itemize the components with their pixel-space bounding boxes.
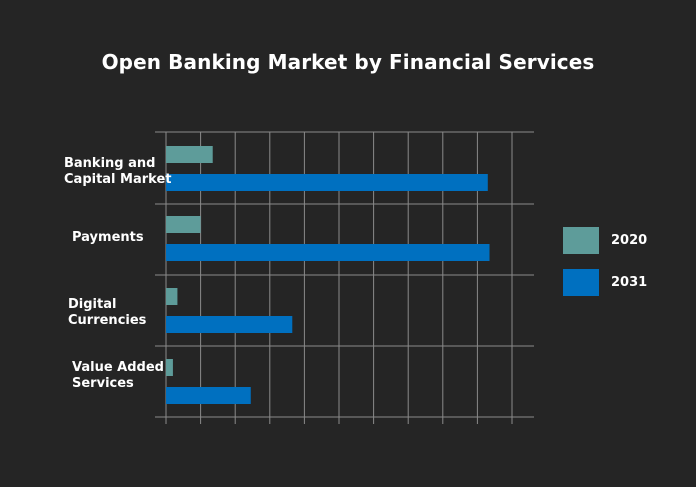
- category-label-value-added: Value Added Services: [72, 360, 164, 391]
- bar-2031-0: [166, 174, 488, 191]
- bar-2020-0: [166, 146, 213, 163]
- bar-2031-3: [166, 387, 251, 404]
- legend-swatch-2020: [563, 227, 599, 254]
- chart-title: Open Banking Market by Financial Service…: [101, 50, 595, 74]
- legend-label-2031: 2031: [611, 275, 648, 290]
- legend-label-2020: 2020: [611, 233, 648, 248]
- legend-item-2020: 2020: [563, 227, 647, 254]
- bar-2020-1: [166, 216, 201, 233]
- bar-2031-1: [166, 244, 490, 261]
- bar-2020-2: [166, 288, 178, 305]
- category-label-payments: Payments: [72, 230, 144, 245]
- category-label-banking: Banking and Capital Market: [64, 156, 172, 187]
- bar-2031-2: [166, 316, 293, 333]
- category-label-digital: Digital Currencies: [68, 297, 147, 328]
- legend-swatch-2031: [563, 269, 599, 296]
- bar-2020-3: [166, 359, 173, 376]
- bars: [166, 146, 490, 404]
- legend-item-2031: 2031: [563, 269, 647, 296]
